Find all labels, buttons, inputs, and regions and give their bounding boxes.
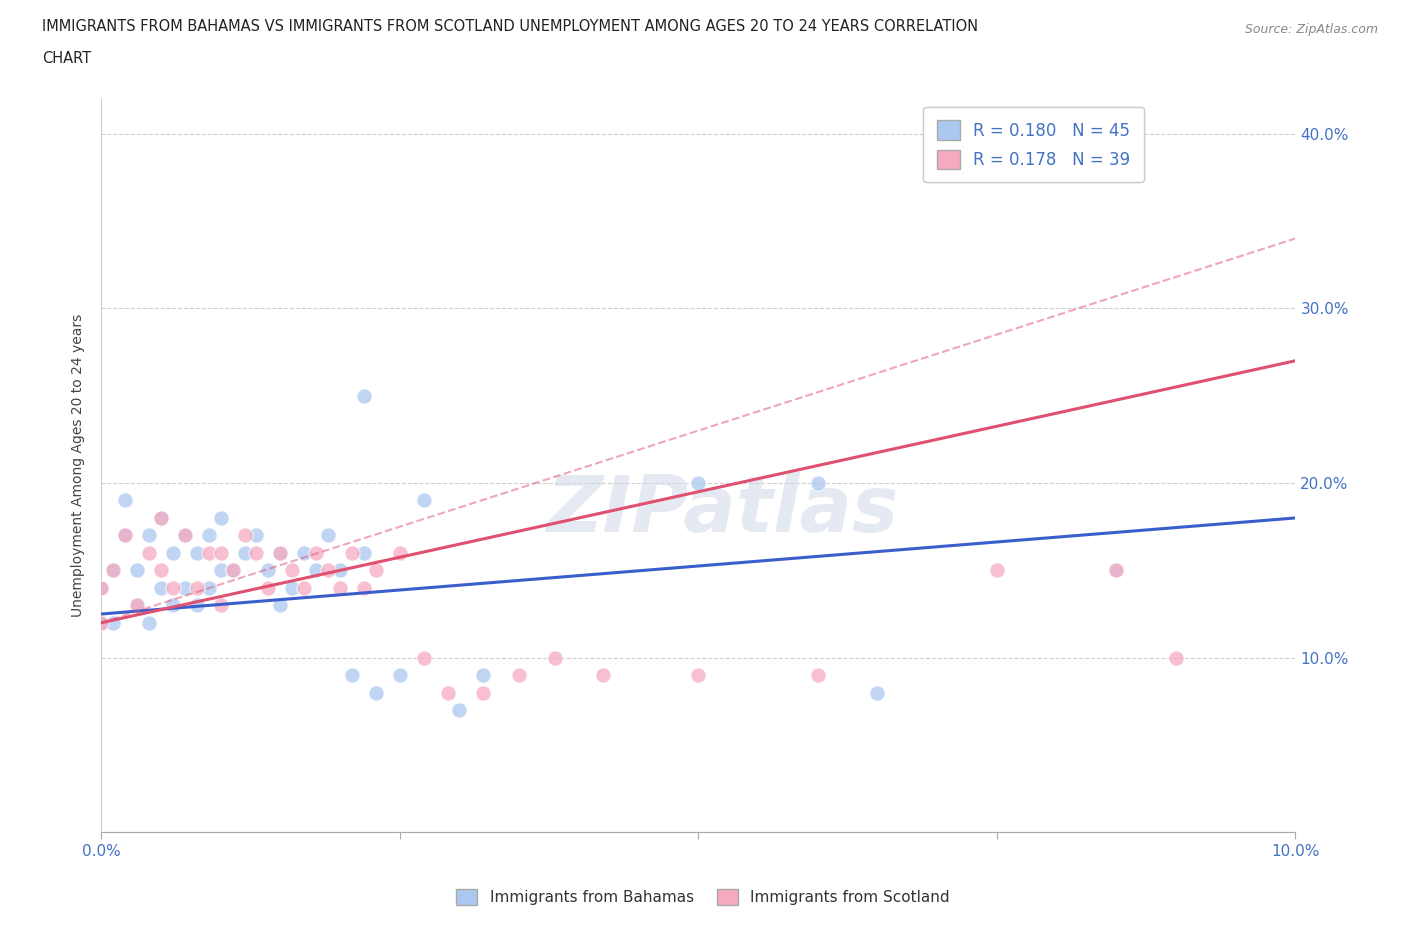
- Point: [149, 511, 172, 525]
- Point: [233, 546, 256, 561]
- Text: Source: ZipAtlas.com: Source: ZipAtlas.com: [1244, 23, 1378, 36]
- Point: [544, 650, 567, 665]
- Point: [186, 546, 208, 561]
- Point: [209, 598, 232, 613]
- Point: [90, 580, 112, 595]
- Point: [173, 528, 195, 543]
- Point: [592, 668, 614, 683]
- Point: [209, 511, 232, 525]
- Legend: R = 0.180   N = 45, R = 0.178   N = 39: R = 0.180 N = 45, R = 0.178 N = 39: [924, 107, 1144, 182]
- Point: [209, 563, 232, 578]
- Point: [388, 668, 411, 683]
- Point: [807, 668, 830, 683]
- Point: [149, 580, 172, 595]
- Point: [269, 598, 291, 613]
- Point: [245, 546, 267, 561]
- Point: [221, 563, 243, 578]
- Point: [269, 546, 291, 561]
- Point: [472, 685, 495, 700]
- Point: [149, 511, 172, 525]
- Point: [1105, 563, 1128, 578]
- Point: [688, 475, 710, 490]
- Point: [1105, 563, 1128, 578]
- Point: [257, 563, 280, 578]
- Point: [90, 616, 112, 631]
- Point: [364, 685, 387, 700]
- Point: [292, 546, 315, 561]
- Point: [197, 528, 219, 543]
- Point: [353, 388, 375, 403]
- Point: [472, 668, 495, 683]
- Point: [186, 598, 208, 613]
- Point: [1164, 650, 1187, 665]
- Point: [186, 580, 208, 595]
- Point: [221, 563, 243, 578]
- Point: [233, 528, 256, 543]
- Point: [436, 685, 458, 700]
- Point: [305, 546, 328, 561]
- Point: [281, 563, 304, 578]
- Point: [90, 616, 112, 631]
- Point: [281, 580, 304, 595]
- Point: [305, 563, 328, 578]
- Point: [173, 528, 195, 543]
- Legend: Immigrants from Bahamas, Immigrants from Scotland: Immigrants from Bahamas, Immigrants from…: [449, 882, 957, 913]
- Point: [866, 685, 889, 700]
- Text: ZIPatlas: ZIPatlas: [546, 472, 898, 548]
- Point: [245, 528, 267, 543]
- Point: [162, 580, 184, 595]
- Point: [449, 703, 471, 718]
- Point: [269, 546, 291, 561]
- Point: [90, 580, 112, 595]
- Point: [101, 563, 124, 578]
- Text: IMMIGRANTS FROM BAHAMAS VS IMMIGRANTS FROM SCOTLAND UNEMPLOYMENT AMONG AGES 20 T: IMMIGRANTS FROM BAHAMAS VS IMMIGRANTS FR…: [42, 19, 979, 33]
- Point: [412, 650, 434, 665]
- Point: [688, 668, 710, 683]
- Point: [101, 616, 124, 631]
- Point: [340, 546, 363, 561]
- Y-axis label: Unemployment Among Ages 20 to 24 years: Unemployment Among Ages 20 to 24 years: [72, 314, 86, 618]
- Point: [138, 528, 160, 543]
- Point: [114, 493, 136, 508]
- Point: [162, 598, 184, 613]
- Point: [149, 563, 172, 578]
- Point: [257, 580, 280, 595]
- Point: [316, 563, 339, 578]
- Point: [125, 598, 148, 613]
- Point: [353, 580, 375, 595]
- Point: [508, 668, 530, 683]
- Point: [353, 546, 375, 561]
- Point: [125, 563, 148, 578]
- Point: [986, 563, 1008, 578]
- Point: [329, 580, 352, 595]
- Point: [138, 546, 160, 561]
- Point: [101, 563, 124, 578]
- Point: [197, 580, 219, 595]
- Point: [125, 598, 148, 613]
- Point: [197, 546, 219, 561]
- Point: [807, 475, 830, 490]
- Point: [162, 546, 184, 561]
- Point: [209, 546, 232, 561]
- Point: [364, 563, 387, 578]
- Point: [173, 580, 195, 595]
- Point: [316, 528, 339, 543]
- Point: [388, 546, 411, 561]
- Point: [412, 493, 434, 508]
- Point: [292, 580, 315, 595]
- Point: [114, 528, 136, 543]
- Point: [138, 616, 160, 631]
- Point: [340, 668, 363, 683]
- Point: [114, 528, 136, 543]
- Point: [329, 563, 352, 578]
- Text: CHART: CHART: [42, 51, 91, 66]
